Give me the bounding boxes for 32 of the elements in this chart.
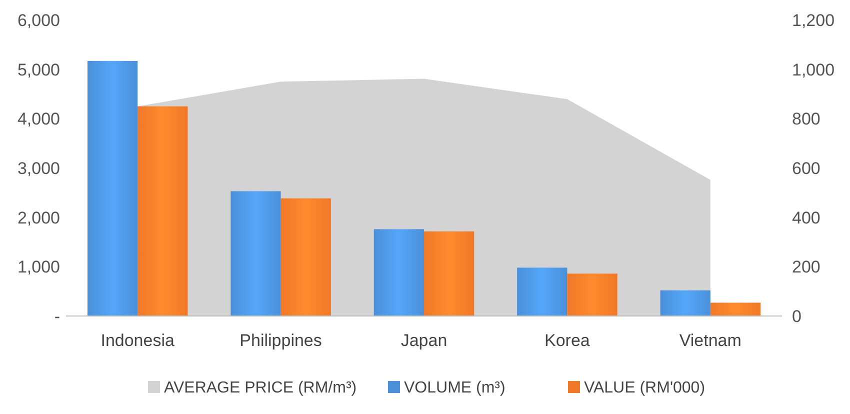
bar — [517, 268, 568, 316]
bar — [374, 229, 424, 316]
y2-tick-label: 800 — [792, 110, 820, 129]
y2-tick-label: 600 — [792, 158, 820, 178]
y2-tick-label: 400 — [792, 208, 820, 228]
y-tick-label: 3,000 — [17, 158, 60, 178]
y-tick-label: - — [54, 306, 60, 326]
y2-tick-label: 1,000 — [792, 60, 835, 80]
y2-tick-label: 0 — [792, 306, 802, 326]
bar — [567, 274, 618, 316]
bar — [87, 60, 138, 316]
bar — [280, 198, 331, 316]
bar — [424, 231, 474, 316]
bar — [230, 191, 281, 316]
y2-tick-label: 200 — [792, 258, 820, 277]
bar — [710, 302, 761, 316]
legend-label: VOLUME (m³) — [404, 380, 506, 397]
x-tick-label: Japan — [400, 331, 448, 350]
x-tick-label: Korea — [544, 331, 590, 350]
y2-tick-label: 1,200 — [792, 10, 835, 30]
bar — [660, 290, 710, 316]
legend-label: AVERAGE PRICE (RM/m³) — [164, 380, 357, 397]
bar — [138, 106, 188, 316]
y-tick-label: 4,000 — [17, 110, 60, 129]
y-tick-label: 5,000 — [17, 60, 60, 80]
x-tick-label: Indonesia — [100, 331, 176, 350]
x-tick-label: Philippines — [240, 331, 322, 350]
x-tick-label: Vietnam — [679, 331, 742, 350]
y-tick-label: 6,000 — [17, 10, 60, 30]
y-tick-label: 1,000 — [17, 258, 60, 277]
legend-label: VALUE (RM'000) — [584, 380, 706, 397]
y-tick-label: 2,000 — [17, 208, 60, 228]
